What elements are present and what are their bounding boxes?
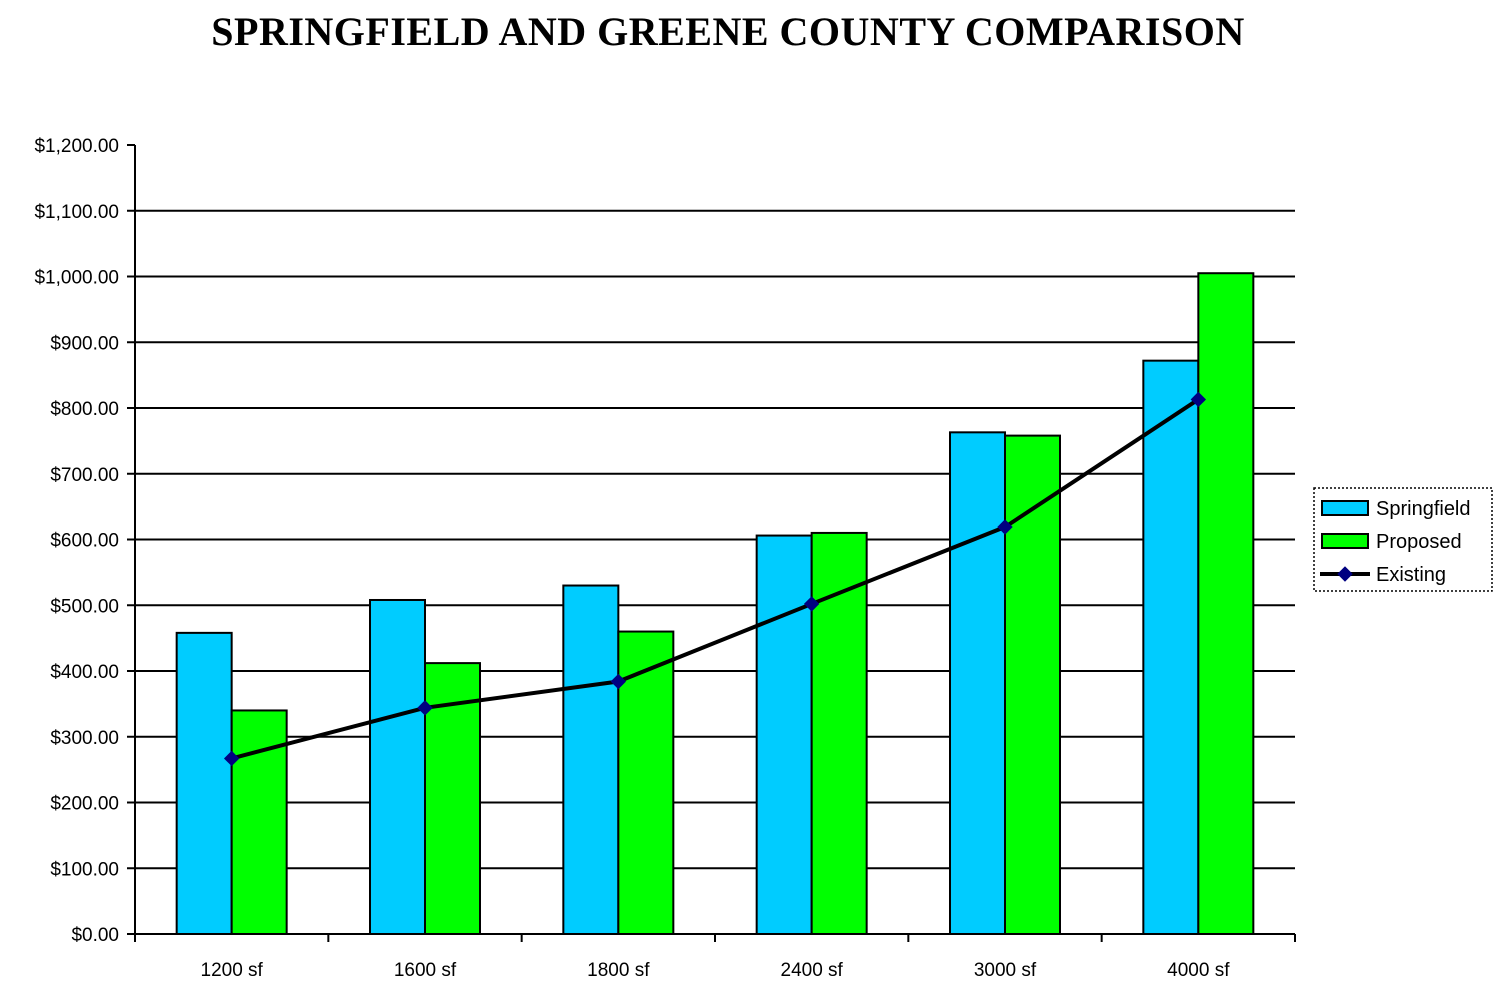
x-tick-label: 3000 sf <box>974 960 1037 981</box>
line-existing <box>231 397 1200 761</box>
y-tick-label: $900.00 <box>50 333 119 354</box>
legend-label-existing: Existing <box>1376 564 1446 586</box>
bars <box>175 272 1255 936</box>
y-tick-label: $1,000.00 <box>34 268 119 289</box>
bar-proposed <box>1197 272 1255 935</box>
tick-labels: $0.00 $100.00 $200.00 $300.00 $400.00 $500.00… <box>34 136 1230 981</box>
y-tick-label: $400.00 <box>50 662 119 683</box>
bar-proposed <box>230 709 288 936</box>
y-tick-label: $800.00 <box>50 399 119 420</box>
legend-swatch-springfield <box>1321 500 1369 516</box>
legend-swatch-proposed <box>1321 533 1369 549</box>
x-tick-label: 4000 sf <box>1167 960 1230 981</box>
y-tick-label: $100.00 <box>50 859 119 880</box>
y-tick-label: $0.00 <box>71 925 119 946</box>
bar-proposed <box>617 630 675 935</box>
x-tick-label: 2400 sf <box>781 960 844 981</box>
bar-springfield <box>562 584 620 936</box>
point-existing <box>417 700 433 716</box>
bar-proposed <box>424 662 481 935</box>
bar-springfield <box>755 534 813 935</box>
bar-springfield <box>369 598 426 935</box>
existing-line-layer <box>223 391 1207 767</box>
point-existing <box>610 673 627 690</box>
point-existing <box>997 519 1013 535</box>
axes <box>127 144 1296 942</box>
legend-label-proposed: Proposed <box>1376 531 1462 553</box>
bar-springfield <box>175 631 233 935</box>
bar-springfield <box>949 431 1006 935</box>
y-tick-label: $200.00 <box>50 794 119 815</box>
chart-title: SPRINGFIELD AND GREENE COUNTY COMPARISON <box>211 9 1245 54</box>
point-existing <box>1190 391 1207 408</box>
y-tick-label: $500.00 <box>50 596 119 617</box>
y-tick-label: $600.00 <box>50 531 119 552</box>
grid-lines <box>135 209 1295 870</box>
y-tick-label: $1,100.00 <box>34 202 119 223</box>
legend-label-springfield: Springfield <box>1376 498 1471 520</box>
x-tick-label: 1200 sf <box>201 960 264 981</box>
x-tick-label: 1600 sf <box>394 960 457 981</box>
point-existing <box>223 750 240 767</box>
y-tick-label: $700.00 <box>50 465 119 486</box>
legend: Springfield Proposed Existing <box>1313 487 1493 592</box>
x-tick-label: 1800 sf <box>587 960 650 981</box>
point-existing <box>803 596 820 612</box>
y-tick-label: $1,200.00 <box>34 136 119 157</box>
bar-springfield <box>1142 359 1200 936</box>
legend-marker-existing <box>1337 566 1353 582</box>
y-tick-label: $300.00 <box>50 728 119 749</box>
